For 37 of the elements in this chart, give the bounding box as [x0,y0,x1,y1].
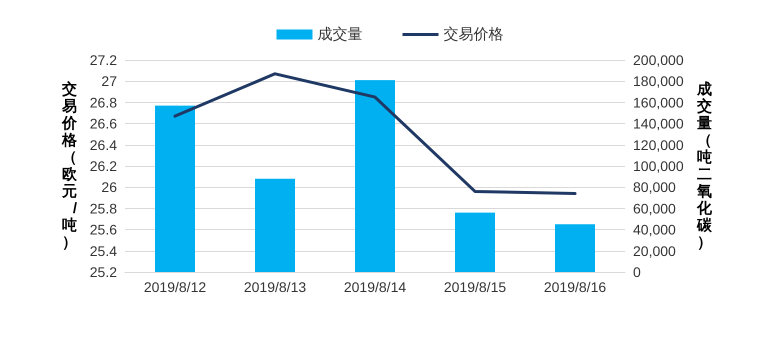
bar [555,224,595,272]
text: 交易价格（欧元/吨） [62,81,77,251]
x-tick-label: 2019/8/13 [244,279,306,295]
y-tick-label: 25.4 [90,242,118,259]
y2-tick-label: 160,000 [633,94,684,110]
y-tick-label: 26.4 [90,136,118,153]
y2-tick-label: 180,000 [633,73,684,90]
y-tick-label: 26 [101,179,118,196]
y2-tick-label: 100,000 [633,158,684,174]
bar [455,212,495,272]
y2-tick-label: 40,000 [633,222,676,238]
y2-tick-label: 80,000 [633,179,676,196]
x-tick-label: 2019/8/15 [444,279,506,295]
y2-tick-label: 200,000 [633,52,684,68]
y-tick-label: 27.2 [90,52,118,68]
y-tick-label: 26.2 [90,158,118,174]
x-tick-label: 2019/8/14 [344,279,406,295]
y2-tick-label: 120,000 [633,136,684,153]
y-tick-label: 25.8 [90,200,118,216]
line-series [174,72,576,196]
bar [355,80,395,272]
y-tick-label: 27 [101,73,118,90]
y2-tick-label: 60,000 [633,200,676,216]
y2-tick-label: 0 [633,264,641,280]
x-tick-label: 2019/8/16 [544,279,606,295]
x-tick-label: 2019/8/12 [144,279,206,295]
y-tick-label: 25.2 [90,264,118,280]
y-tick-label: 25.6 [90,222,118,238]
legend-label: 成交量 [318,26,362,43]
text: 成交量（吨二氧化碳） [697,81,712,251]
bar [255,178,295,272]
y-tick-label: 26.6 [90,116,118,132]
bar [155,106,195,272]
y2-tick-label: 20,000 [633,242,676,259]
y2-tick-label: 140,000 [633,116,684,132]
y-tick-label: 26.8 [90,94,118,110]
legend-label: 交易价格 [444,26,504,43]
